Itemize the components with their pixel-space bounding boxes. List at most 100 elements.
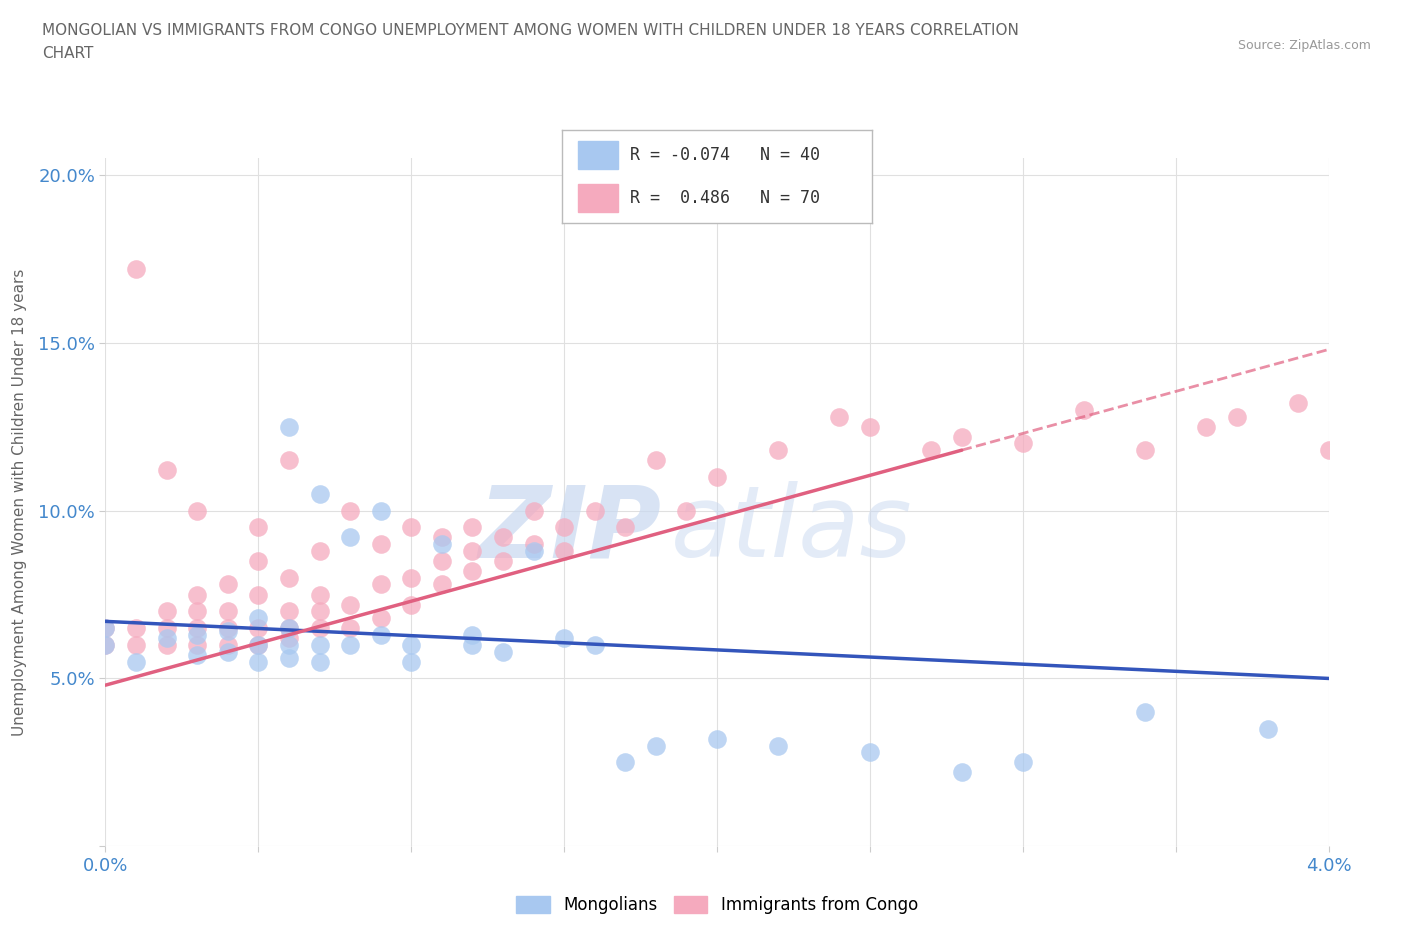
Point xyxy=(278,453,301,468)
Point xyxy=(644,453,666,468)
Point xyxy=(461,637,484,652)
Y-axis label: Unemployment Among Women with Children Under 18 years: Unemployment Among Women with Children U… xyxy=(11,269,27,736)
Point xyxy=(1011,755,1033,770)
Point xyxy=(308,587,330,602)
Bar xyxy=(578,184,619,212)
Point xyxy=(553,631,575,645)
Point xyxy=(706,470,728,485)
Point xyxy=(768,443,790,458)
Point xyxy=(186,647,208,662)
Text: R = -0.074   N = 40: R = -0.074 N = 40 xyxy=(630,146,821,165)
Point xyxy=(247,553,270,568)
Point xyxy=(1011,436,1033,451)
Point xyxy=(155,463,177,478)
Point xyxy=(339,620,361,635)
Point xyxy=(430,530,453,545)
Point xyxy=(155,631,177,645)
Point xyxy=(186,587,208,602)
Point xyxy=(583,503,606,518)
Point xyxy=(278,570,301,585)
Point xyxy=(399,570,422,585)
Point xyxy=(644,738,666,753)
Point xyxy=(950,765,973,780)
Point xyxy=(186,503,208,518)
Point xyxy=(399,654,422,669)
Point xyxy=(523,537,546,551)
Point xyxy=(94,637,117,652)
Point xyxy=(247,654,270,669)
Point xyxy=(125,654,148,669)
Point xyxy=(492,553,515,568)
Point xyxy=(461,520,484,535)
Point xyxy=(217,620,239,635)
Point xyxy=(1073,403,1095,418)
Point xyxy=(430,553,453,568)
Point xyxy=(614,520,637,535)
Point xyxy=(247,587,270,602)
Point xyxy=(370,628,392,643)
Point xyxy=(94,637,117,652)
Point xyxy=(155,620,177,635)
Point xyxy=(1286,396,1309,411)
Point xyxy=(217,577,239,591)
Point xyxy=(1195,419,1218,434)
Point xyxy=(1256,722,1278,737)
Text: R =  0.486   N = 70: R = 0.486 N = 70 xyxy=(630,189,821,207)
Legend: Mongolians, Immigrants from Congo: Mongolians, Immigrants from Congo xyxy=(509,889,925,921)
Point xyxy=(706,731,728,746)
Text: MONGOLIAN VS IMMIGRANTS FROM CONGO UNEMPLOYMENT AMONG WOMEN WITH CHILDREN UNDER : MONGOLIAN VS IMMIGRANTS FROM CONGO UNEMP… xyxy=(42,23,1019,38)
Point xyxy=(920,443,942,458)
Point xyxy=(247,637,270,652)
Point xyxy=(1317,443,1340,458)
Point xyxy=(217,644,239,659)
Point xyxy=(155,604,177,618)
Point xyxy=(859,745,882,760)
Point xyxy=(339,597,361,612)
Point xyxy=(553,543,575,558)
Point xyxy=(125,620,148,635)
Point xyxy=(461,628,484,643)
Point xyxy=(370,537,392,551)
Point xyxy=(278,620,301,635)
Point xyxy=(247,520,270,535)
Point xyxy=(217,637,239,652)
Point xyxy=(950,430,973,445)
Bar xyxy=(578,141,619,169)
Point xyxy=(186,637,208,652)
Point xyxy=(523,543,546,558)
Point xyxy=(675,503,697,518)
Point xyxy=(859,419,882,434)
Point xyxy=(278,604,301,618)
Point xyxy=(308,486,330,501)
Point xyxy=(399,520,422,535)
Point xyxy=(461,543,484,558)
Point xyxy=(768,738,790,753)
Point xyxy=(430,537,453,551)
Point xyxy=(461,564,484,578)
Point xyxy=(1226,409,1249,424)
Text: ZIP: ZIP xyxy=(479,481,662,578)
Point xyxy=(583,637,606,652)
Point xyxy=(614,755,637,770)
Point xyxy=(308,543,330,558)
Point xyxy=(492,530,515,545)
Point xyxy=(370,577,392,591)
Point xyxy=(278,419,301,434)
Point xyxy=(155,637,177,652)
Point xyxy=(308,654,330,669)
Point xyxy=(339,503,361,518)
Point xyxy=(1133,705,1156,720)
Point xyxy=(186,604,208,618)
Point xyxy=(308,620,330,635)
Point xyxy=(399,637,422,652)
Point xyxy=(278,637,301,652)
Point xyxy=(217,624,239,639)
Text: atlas: atlas xyxy=(671,481,912,578)
Point xyxy=(308,637,330,652)
Point xyxy=(125,637,148,652)
Point xyxy=(278,651,301,666)
Point xyxy=(278,620,301,635)
Text: Source: ZipAtlas.com: Source: ZipAtlas.com xyxy=(1237,39,1371,52)
Point xyxy=(399,597,422,612)
Point xyxy=(370,611,392,626)
